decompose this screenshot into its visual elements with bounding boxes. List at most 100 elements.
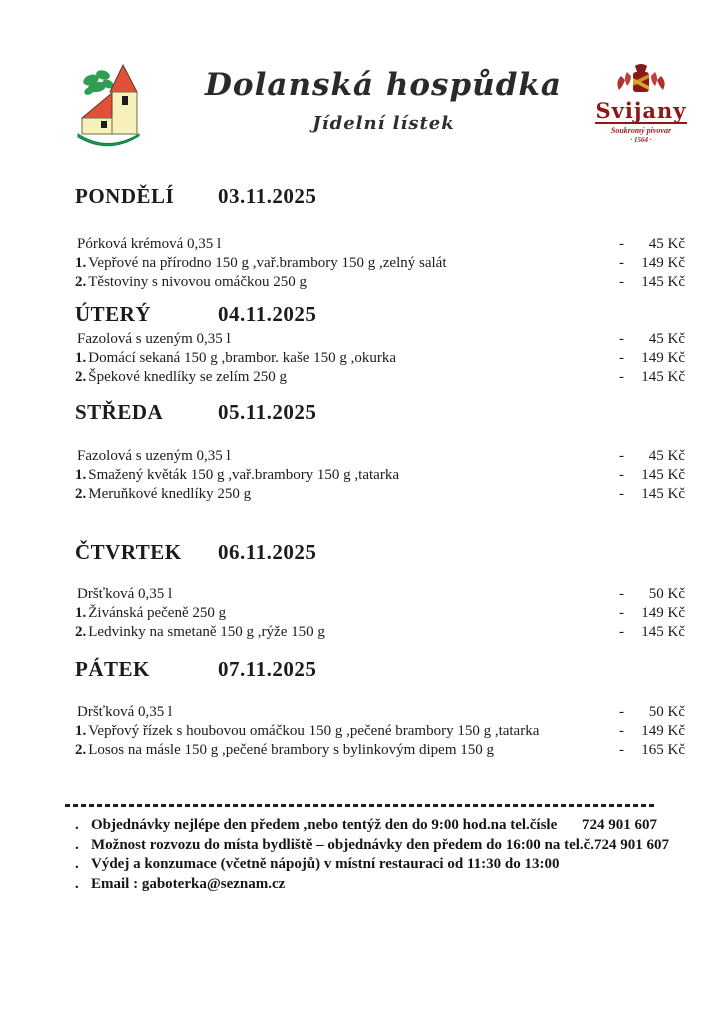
item-price: - 145 Kč	[619, 466, 685, 485]
menu-item-row: Fazolová s uzeným 0,35 l - 45 Kč	[75, 330, 685, 349]
menu-item-row: 2. Špekové knedlíky se zelím 250 g - 145 …	[75, 368, 685, 387]
price-value: 149 Kč	[641, 255, 685, 271]
menu-item-row: 2. Ledvinky na smetaně 150 g ,rýže 150 g…	[75, 623, 685, 642]
price-dash: -	[619, 624, 624, 640]
day-heading: PONDĚLÍ 03.11.2025	[75, 184, 685, 208]
day-name: PONDĚLÍ	[75, 184, 175, 208]
dashed-divider	[65, 804, 655, 807]
item-text: Dršťková 0,35 l	[77, 704, 173, 720]
day-items: Fazolová s uzeným 0,35 l - 45 Kč 1. Smaže…	[75, 447, 685, 504]
footer-notes: . Objednávky nejlépe den předem ,nebo te…	[75, 816, 685, 894]
day-name: STŘEDA	[75, 400, 164, 424]
item-price: - 145 Kč	[619, 623, 685, 642]
page-subtitle: Jídelní lístek	[312, 113, 455, 134]
footer-note: . Výdej a konzumace (včetně nápojů) v mí…	[75, 855, 685, 875]
menu-item-row: 1. Domácí sekaná 150 g ,brambor. kaše 15…	[75, 349, 685, 368]
item-text: Fazolová s uzeným 0,35 l	[77, 331, 231, 347]
price-value: 145 Kč	[641, 369, 685, 385]
price-value: 149 Kč	[641, 723, 685, 739]
price-dash: -	[619, 586, 624, 602]
brewery-logo: Svijany Soukromý pivovar · 1564 ·	[582, 62, 700, 144]
day-heading: STŘEDA 05.11.2025	[75, 400, 685, 424]
day-date: 06.11.2025	[218, 540, 317, 564]
foliage-icon	[83, 70, 114, 95]
item-price: - 45 Kč	[619, 330, 685, 349]
price-value: 50 Kč	[648, 704, 685, 720]
bullet-dot: .	[75, 836, 79, 853]
item-number: 1.	[75, 467, 87, 483]
day-section-thursday: ČTVRTEK 06.11.2025 Dršťková 0,35 l - 50 K…	[75, 540, 685, 642]
item-number: 2.	[75, 624, 87, 640]
item-text: Špekové knedlíky se zelím 250 g	[88, 369, 287, 385]
price-value: 45 Kč	[648, 236, 685, 252]
item-price: - 149 Kč	[619, 349, 685, 368]
item-text: Domácí sekaná 150 g ,brambor. kaše 150 g…	[88, 350, 397, 366]
item-number: 1.	[75, 255, 87, 271]
brewery-tagline: Soukromý pivovar	[610, 126, 672, 135]
price-dash: -	[619, 605, 624, 621]
item-price: - 149 Kč	[619, 722, 685, 741]
menu-content: PONDĚLÍ 03.11.2025 Pórková krémová 0,35 …	[0, 184, 724, 894]
day-name: PÁTEK	[75, 657, 150, 681]
church-logo	[77, 63, 140, 147]
price-dash: -	[619, 467, 624, 483]
price-value: 165 Kč	[641, 742, 685, 758]
menu-item-row: 1. Živánská pečeně 250 g - 149 Kč	[75, 604, 685, 623]
brewery-name: Svijany	[595, 98, 687, 124]
day-heading: PÁTEK 07.11.2025	[75, 657, 685, 681]
item-number: 2.	[75, 742, 87, 758]
item-price: - 45 Kč	[619, 447, 685, 466]
price-value: 145 Kč	[641, 467, 685, 483]
item-text: Živánská pečeně 250 g	[88, 605, 227, 621]
tower-window	[122, 96, 128, 105]
item-price: - 145 Kč	[619, 273, 685, 292]
price-dash: -	[619, 704, 624, 720]
price-dash: -	[619, 742, 624, 758]
item-price: - 145 Kč	[619, 485, 685, 504]
footer-note-text: Výdej a konzumace (včetně nápojů) v míst…	[91, 856, 560, 872]
item-text: Vepřové na přírodno 150 g ,vař.brambory …	[88, 255, 447, 271]
item-number: 2.	[75, 369, 87, 385]
item-price: - 145 Kč	[619, 368, 685, 387]
day-date: 04.11.2025	[218, 302, 317, 326]
item-text: Fazolová s uzeným 0,35 l	[77, 448, 231, 464]
item-number: 1.	[75, 723, 87, 739]
price-dash: -	[619, 448, 624, 464]
day-section-wednesday: STŘEDA 05.11.2025 Fazolová s uzeným 0,35…	[75, 400, 685, 504]
bullet-dot: .	[75, 875, 79, 892]
item-text: Vepřový řízek s houbovou omáčkou 150 g ,…	[88, 723, 540, 739]
header: Dolanská hospůdka Jídelní lístek Svijany…	[75, 60, 700, 168]
price-dash: -	[619, 350, 624, 366]
base-hill	[77, 133, 140, 147]
price-value: 149 Kč	[641, 350, 685, 366]
footer-note: . Email : gaboterka@seznam.cz	[75, 875, 685, 895]
day-section-friday: PÁTEK 07.11.2025 Dršťková 0,35 l - 50 Kč …	[75, 657, 685, 760]
day-items: Dršťková 0,35 l - 50 Kč 1. Vepřový řízek …	[75, 703, 685, 760]
item-price: - 149 Kč	[619, 254, 685, 273]
day-date: 03.11.2025	[218, 184, 317, 208]
menu-item-row: 2. Losos na másle 150 g ,pečené brambory…	[75, 741, 685, 760]
day-section-monday: PONDĚLÍ 03.11.2025 Pórková krémová 0,35 …	[75, 184, 685, 292]
item-price: - 50 Kč	[619, 703, 685, 722]
menu-item-row: Dršťková 0,35 l - 50 Kč	[75, 585, 685, 604]
price-dash: -	[619, 274, 624, 290]
item-text: Dršťková 0,35 l	[77, 586, 173, 602]
item-number: 2.	[75, 274, 87, 290]
bullet-dot: .	[75, 856, 79, 872]
item-price: - 149 Kč	[619, 604, 685, 623]
price-dash: -	[619, 723, 624, 739]
price-value: 50 Kč	[648, 586, 685, 602]
footer-note-text: Objednávky nejlépe den předem ,nebo tent…	[91, 817, 558, 833]
nave-wall	[81, 117, 113, 135]
item-text: Meruňkové knedlíky 250 g	[88, 486, 252, 502]
price-value: 145 Kč	[641, 274, 685, 290]
item-text: Těstoviny s nivovou omáčkou 250 g	[88, 274, 307, 290]
page-title: Dolanská hospůdka	[205, 67, 562, 103]
price-dash: -	[619, 236, 624, 252]
price-dash: -	[619, 486, 624, 502]
item-price: - 45 Kč	[619, 235, 685, 254]
day-date: 07.11.2025	[218, 657, 317, 681]
footer-note: . Objednávky nejlépe den předem ,nebo te…	[75, 816, 685, 836]
item-text: Pórková krémová 0,35 l	[77, 236, 222, 252]
price-dash: -	[619, 331, 624, 347]
